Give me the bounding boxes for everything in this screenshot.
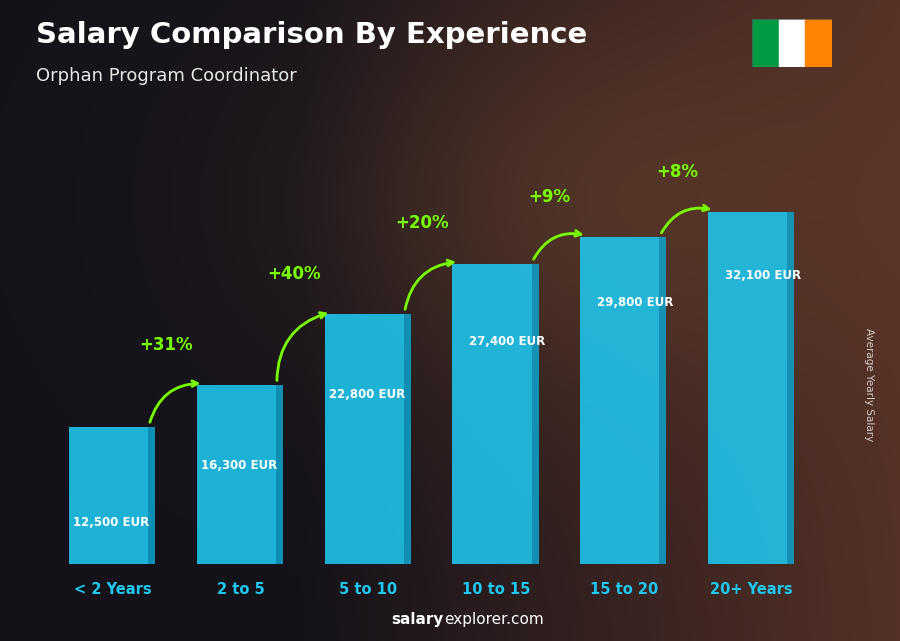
Text: 22,800 EUR: 22,800 EUR: [328, 388, 405, 401]
Text: 16,300 EUR: 16,300 EUR: [201, 460, 277, 472]
Bar: [708, 212, 788, 564]
Polygon shape: [148, 427, 156, 564]
Text: +20%: +20%: [395, 214, 449, 233]
Bar: [806, 19, 832, 67]
Bar: [325, 314, 404, 564]
Text: 5 to 10: 5 to 10: [339, 581, 397, 597]
Text: 15 to 20: 15 to 20: [590, 581, 658, 597]
Polygon shape: [788, 212, 794, 564]
Text: 29,800 EUR: 29,800 EUR: [597, 296, 673, 309]
Polygon shape: [660, 237, 667, 564]
Text: +40%: +40%: [267, 265, 321, 283]
Text: explorer.com: explorer.com: [444, 612, 544, 627]
Text: 12,500 EUR: 12,500 EUR: [73, 517, 149, 529]
Polygon shape: [276, 385, 284, 564]
Text: Average Yearly Salary: Average Yearly Salary: [863, 328, 874, 441]
Text: 20+ Years: 20+ Years: [710, 581, 793, 597]
Bar: [453, 263, 532, 564]
Text: 10 to 15: 10 to 15: [462, 581, 530, 597]
Bar: [778, 19, 806, 67]
Text: Salary Comparison By Experience: Salary Comparison By Experience: [36, 21, 587, 49]
Polygon shape: [532, 263, 539, 564]
Bar: [197, 385, 276, 564]
Text: 27,400 EUR: 27,400 EUR: [469, 335, 545, 348]
Text: +31%: +31%: [140, 336, 194, 354]
Bar: [752, 19, 778, 67]
Text: < 2 Years: < 2 Years: [74, 581, 151, 597]
Text: +8%: +8%: [656, 163, 698, 181]
Bar: [69, 427, 148, 564]
Bar: [580, 237, 660, 564]
Text: Orphan Program Coordinator: Orphan Program Coordinator: [36, 67, 297, 85]
Text: salary: salary: [392, 612, 444, 627]
Text: 32,100 EUR: 32,100 EUR: [724, 269, 801, 282]
Text: +9%: +9%: [528, 188, 571, 206]
Polygon shape: [404, 314, 411, 564]
Text: 2 to 5: 2 to 5: [217, 581, 265, 597]
